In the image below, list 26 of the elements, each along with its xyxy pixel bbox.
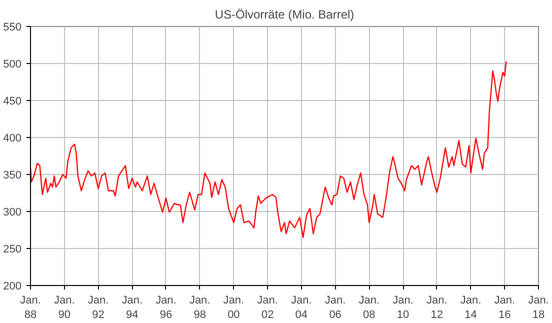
y-tick-label: 550 bbox=[3, 22, 22, 34]
x-tick-label: Jan. 98 bbox=[189, 294, 210, 321]
x-tick-label: Jan. 18 bbox=[528, 294, 549, 321]
x-tick-label: Jan. 00 bbox=[223, 294, 244, 321]
x-tick-label: Jan. 10 bbox=[392, 294, 414, 321]
y-tick-label: 400 bbox=[3, 132, 22, 144]
x-tick-label: Jan. 14 bbox=[460, 294, 482, 321]
y-tick-label: 200 bbox=[3, 280, 22, 292]
x-tick-label: Jan. 04 bbox=[291, 294, 312, 321]
x-tick-label: Jan. 88 bbox=[20, 294, 41, 321]
x-tick-label: Jan. 12 bbox=[426, 294, 448, 321]
x-tick-label: Jan. 08 bbox=[358, 294, 380, 321]
x-tick-label: Jan. 02 bbox=[257, 294, 278, 321]
y-tick-label: 450 bbox=[3, 96, 22, 108]
y-tick-label: 500 bbox=[3, 58, 22, 70]
chart-title: US-Ölvorräte (Mio. Barrel) bbox=[214, 8, 354, 22]
y-tick-label: 300 bbox=[3, 206, 22, 218]
y-tick-label: 250 bbox=[3, 244, 22, 256]
line-series bbox=[30, 60, 507, 238]
x-tick-label: Jan. 90 bbox=[54, 294, 75, 321]
x-tick-label: Jan. 06 bbox=[324, 294, 346, 321]
x-tick-label: Jan. 96 bbox=[156, 294, 176, 321]
x-tick-label: Jan. 92 bbox=[88, 294, 109, 321]
x-tick-label: Jan. 16 bbox=[494, 294, 516, 321]
y-tick-label: 350 bbox=[3, 170, 22, 182]
x-tick-label: Jan. 94 bbox=[122, 294, 143, 321]
